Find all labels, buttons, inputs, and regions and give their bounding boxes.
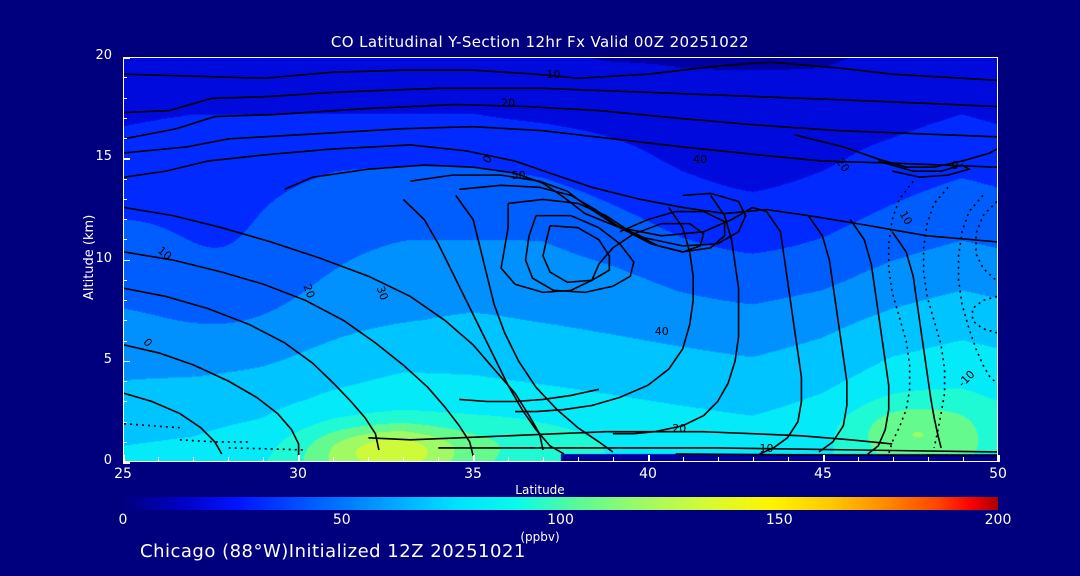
colorbar — [123, 497, 998, 510]
x-minor-tick — [508, 457, 509, 462]
y-tick-label: 20 — [95, 48, 112, 63]
x-minor-tick — [718, 457, 719, 462]
y-minor-tick — [123, 198, 127, 200]
svg-text:20: 20 — [672, 422, 686, 435]
y-minor-tick — [123, 381, 127, 382]
colorbar-unit: (ppbv) — [520, 530, 560, 544]
svg-text:20: 20 — [833, 156, 852, 175]
y-minor-tick — [123, 320, 127, 322]
svg-text:0: 0 — [140, 336, 154, 350]
x-tick-label: 25 — [114, 466, 132, 482]
y-minor-tick — [123, 77, 127, 79]
y-tick-label: 10 — [95, 250, 112, 266]
y-tick-mark — [123, 462, 130, 464]
x-minor-tick — [613, 457, 614, 462]
y-minor-tick — [123, 97, 127, 99]
colorbar-tick-label: 50 — [332, 512, 351, 528]
y-minor-tick — [123, 239, 127, 241]
svg-text:0: 0 — [952, 159, 959, 172]
x-tick-label: 40 — [639, 466, 657, 482]
x-tick-mark — [298, 455, 300, 462]
y-tick-label: 15 — [95, 149, 112, 165]
x-minor-tick — [858, 457, 859, 462]
x-minor-tick — [543, 457, 544, 462]
x-minor-tick — [753, 457, 754, 462]
y-minor-tick — [123, 401, 127, 403]
y-minor-tick — [123, 117, 127, 119]
x-axis-title: Latitude — [515, 483, 565, 497]
x-minor-tick — [333, 457, 334, 462]
x-tick-mark — [823, 455, 825, 462]
svg-text:50: 50 — [512, 169, 526, 182]
svg-text:20: 20 — [501, 96, 515, 109]
x-minor-tick — [368, 457, 369, 462]
x-tick-mark — [648, 455, 650, 462]
y-tick-mark — [123, 360, 130, 363]
colorbar-tick-label: 0 — [118, 512, 128, 528]
svg-text:20: 20 — [300, 282, 317, 300]
x-minor-tick — [963, 457, 964, 462]
footer-caption: Chicago (88°W)Initialized 12Z 20251021 — [140, 541, 526, 562]
y-axis-title: Altitude (km) — [82, 214, 97, 300]
x-minor-tick — [893, 457, 894, 462]
y-tick-label: 5 — [103, 351, 112, 367]
colorbar-tick-label: 100 — [547, 512, 574, 528]
colorbar-tick-label: 150 — [765, 512, 793, 528]
x-minor-tick — [438, 457, 439, 462]
x-tick-label: 45 — [814, 466, 832, 482]
x-tick-label: 50 — [989, 466, 1007, 482]
y-minor-tick — [123, 138, 127, 139]
x-tick-mark — [998, 455, 1000, 462]
y-minor-tick — [123, 279, 127, 281]
svg-text:40: 40 — [693, 153, 707, 166]
svg-text:10: 10 — [897, 209, 915, 228]
svg-text:10: 10 — [760, 442, 774, 455]
y-minor-tick — [123, 340, 127, 342]
y-minor-tick — [123, 178, 127, 180]
y-tick-mark — [123, 158, 130, 160]
shaded-field — [124, 58, 997, 461]
x-minor-tick — [928, 457, 929, 462]
svg-text:-10: -10 — [956, 368, 978, 390]
x-minor-tick — [228, 457, 229, 462]
page-title: CO Latitudinal Y-Section 12hr Fx Valid 0… — [330, 33, 750, 51]
x-minor-tick — [263, 457, 264, 462]
x-minor-tick — [788, 457, 789, 462]
x-minor-tick — [578, 457, 579, 462]
svg-text:30: 30 — [374, 284, 391, 302]
y-minor-tick — [123, 219, 127, 220]
svg-text:10: 10 — [547, 68, 561, 81]
x-tick-mark — [473, 455, 475, 462]
y-tick-mark — [123, 57, 130, 59]
svg-text:40: 40 — [655, 325, 669, 338]
x-tick-label: 30 — [289, 466, 307, 482]
x-tick-mark — [123, 455, 125, 462]
x-minor-tick — [683, 457, 684, 462]
cross-section-plot: 20 10 0 40 50 20 10 0 10 20 30 0 40 -10 20 10 — [123, 57, 998, 462]
x-minor-tick — [403, 457, 404, 462]
y-tick-label: 0 — [103, 453, 112, 468]
y-minor-tick — [123, 300, 127, 301]
x-tick-label: 35 — [464, 466, 482, 482]
colorbar-tick-label: 200 — [984, 512, 1012, 528]
y-tick-mark — [123, 259, 130, 261]
x-minor-tick — [193, 457, 194, 462]
y-minor-tick — [123, 421, 127, 423]
x-minor-tick — [158, 457, 159, 462]
y-minor-tick — [123, 441, 127, 443]
